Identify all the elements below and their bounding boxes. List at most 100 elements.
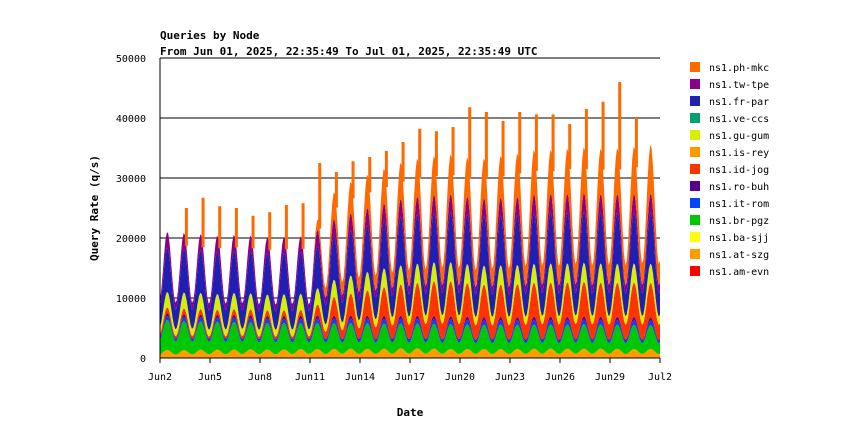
legend-label: ns1.id-jog (709, 165, 769, 176)
x-tick-label: Jun5 (198, 372, 222, 383)
peak-spike (484, 112, 488, 179)
x-tick-label: Jun26 (545, 372, 575, 383)
area-ns1.tw-tpe (160, 192, 660, 312)
peak-spike (368, 157, 372, 193)
x-axis-label: Date (397, 406, 424, 419)
x-tick-label: Jun17 (395, 372, 425, 383)
peak-spike (518, 112, 522, 174)
area-ns1.at-szg (160, 348, 660, 358)
legend: ns1.ph-mkc ns1.tw-tpe ns1.fr-par ns1.ve-ccs… (690, 62, 769, 278)
legend-item: ns1.ba-sjj (690, 232, 769, 244)
legend-label: ns1.gu-gum (709, 131, 769, 142)
legend-label: ns1.at-szg (709, 250, 769, 261)
legend-item: ns1.ve-ccs (690, 113, 769, 125)
peak-spike (251, 215, 255, 249)
legend-label: ns1.ba-sjj (709, 233, 769, 244)
peak-spike (418, 128, 422, 179)
legend-swatch (690, 79, 700, 89)
x-tick-labels: Jun2 Jun5 Jun8 Jun11 Jun14 Jun17 Jun20 Jun23 Jun… (148, 372, 672, 383)
peak-spike (551, 114, 555, 172)
legend-swatch (690, 164, 700, 174)
peak-spike (468, 107, 472, 179)
peak-spike (434, 131, 438, 177)
legend-item: ns1.am-evn (690, 266, 769, 278)
area-ns1.fr-par (160, 211, 660, 330)
chart-title: Queries by Node (160, 29, 260, 42)
peak-spike (334, 172, 338, 208)
x-tick-label: Jun20 (445, 372, 475, 383)
y-tick-label: 0 (140, 354, 146, 365)
legend-item: ns1.is-rey (690, 147, 769, 159)
peak-spike (618, 82, 622, 170)
legend-label: ns1.fr-par (709, 97, 769, 108)
peak-spike (451, 127, 455, 176)
axes (159, 58, 661, 363)
legend-swatch (690, 215, 700, 225)
peak-spike (501, 121, 505, 177)
x-tick-label: Jul2 (648, 372, 672, 383)
peak-spike (318, 163, 322, 229)
y-axis-label: Query Rate (q/s) (88, 155, 101, 261)
peak-spike (351, 161, 355, 199)
area-ns1.ro-buh (160, 313, 660, 342)
peak-spike (584, 109, 588, 170)
stacked-areas (160, 82, 660, 358)
legend-item: ns1.it-rom (690, 198, 769, 210)
x-tick-label: Jun2 (148, 372, 172, 383)
legend-item: ns1.id-jog (690, 164, 769, 176)
legend-swatch (690, 249, 700, 259)
peak-spike (401, 142, 405, 182)
peak-spike (234, 208, 238, 248)
area-ns1.id-jog (160, 281, 660, 340)
legend-swatch (690, 266, 700, 276)
y-tick-label: 10000 (116, 294, 146, 305)
peak-spike (218, 206, 222, 249)
peak-spike (601, 101, 605, 170)
area-ns1.br-pgz (160, 319, 660, 355)
peak-spike (201, 197, 205, 248)
peak-spike (568, 124, 572, 170)
peak-spike (634, 118, 638, 168)
area-ns1.it-rom (160, 315, 660, 344)
legend-swatch (690, 198, 700, 208)
legend-label: ns1.br-pgz (709, 216, 769, 227)
legend-swatch (690, 232, 700, 242)
legend-label: ns1.it-rom (709, 199, 769, 210)
legend-item: ns1.at-szg (690, 249, 769, 261)
legend-swatch (690, 130, 700, 140)
x-tick-label: Jun8 (248, 372, 272, 383)
x-tick-label: Jun11 (295, 372, 325, 383)
legend-item: ns1.ph-mkc (690, 62, 769, 74)
legend-label: ns1.ph-mkc (709, 63, 769, 74)
legend-label: ns1.am-evn (709, 267, 769, 278)
legend-item: ns1.ro-buh (690, 181, 769, 193)
legend-item: ns1.tw-tpe (690, 79, 769, 91)
y-tick-label: 20000 (116, 234, 146, 245)
legend-item: ns1.gu-gum (690, 130, 769, 142)
peak-spike (384, 151, 388, 187)
legend-label: ns1.tw-tpe (709, 80, 769, 91)
peak-spike (301, 203, 305, 249)
legend-label: ns1.ro-buh (709, 182, 769, 193)
y-tick-labels: 0 10000 20000 30000 40000 50000 (116, 54, 146, 365)
x-tick-label: Jun14 (345, 372, 375, 383)
legend-swatch (690, 62, 700, 72)
peak-spike (534, 114, 538, 171)
legend-item: ns1.fr-par (690, 96, 769, 108)
x-tick-label: Jun23 (495, 372, 525, 383)
legend-swatch (690, 147, 700, 157)
area-ns1.gu-gum (160, 262, 660, 337)
legend-label: ns1.ve-ccs (709, 114, 769, 125)
legend-swatch (690, 181, 700, 191)
peak-spike (284, 205, 288, 250)
peak-spike (184, 208, 188, 246)
peak-spike (268, 212, 272, 250)
legend-swatch (690, 96, 700, 106)
legend-label: ns1.is-rey (709, 148, 769, 159)
y-tick-label: 50000 (116, 54, 146, 65)
legend-item: ns1.br-pgz (690, 215, 769, 227)
chart-subtitle: From Jun 01, 2025, 22:35:49 To Jul 01, 2… (160, 45, 538, 58)
legend-swatch (690, 113, 700, 123)
y-tick-label: 40000 (116, 114, 146, 125)
